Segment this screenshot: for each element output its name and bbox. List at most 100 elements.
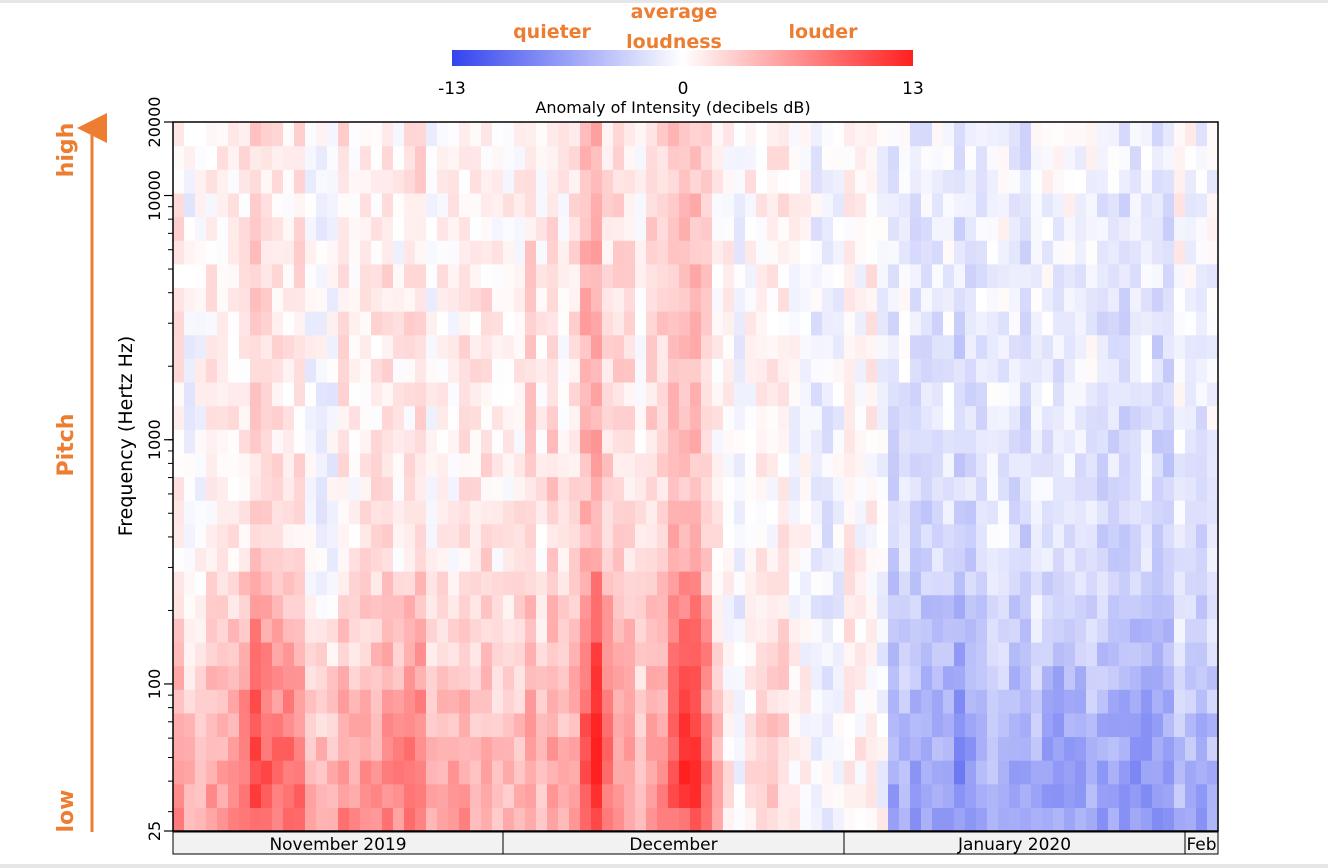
heatmap-cell	[1130, 192, 1142, 218]
heatmap-cell	[888, 500, 900, 525]
heatmap-cell	[745, 429, 757, 454]
heatmap-cell	[261, 358, 273, 383]
heatmap-cell	[778, 145, 790, 170]
heatmap-cell	[690, 476, 702, 501]
heatmap-cell	[1053, 571, 1065, 596]
heatmap-cell	[217, 641, 229, 667]
heatmap-cell	[1141, 689, 1153, 714]
heatmap-cell	[976, 500, 988, 525]
heatmap-cell	[954, 334, 966, 359]
heatmap-cell	[767, 240, 779, 265]
heatmap-cell	[1119, 263, 1131, 289]
heatmap-cell	[591, 594, 603, 619]
heatmap-cell	[921, 429, 933, 454]
heatmap-cell	[1141, 145, 1153, 170]
heatmap-cell	[1174, 500, 1186, 525]
heatmap-cell	[1119, 618, 1131, 643]
heatmap-cell	[855, 594, 867, 619]
heatmap-cell	[976, 547, 988, 572]
heatmap-cell	[283, 807, 295, 832]
colorbar-max-label: 13	[902, 79, 924, 99]
heatmap-cell	[591, 381, 603, 407]
heatmap-cell	[1141, 429, 1153, 454]
heatmap-cell	[1064, 500, 1076, 525]
heatmap-cell	[602, 807, 614, 832]
heatmap-cell	[316, 476, 328, 501]
heatmap-cell	[1130, 334, 1142, 359]
heatmap-cell	[250, 263, 262, 289]
heatmap-cell	[822, 452, 834, 478]
heatmap-cell	[624, 122, 636, 147]
heatmap-cell	[591, 192, 603, 218]
heatmap-cell	[1020, 145, 1032, 170]
heatmap-cell	[470, 783, 482, 808]
heatmap-cell	[723, 618, 735, 643]
heatmap-cell	[800, 429, 812, 454]
heatmap-cell	[954, 476, 966, 501]
heatmap-cell	[382, 263, 394, 289]
heatmap-cell	[1174, 736, 1186, 761]
heatmap-cell	[888, 452, 900, 478]
heatmap-cell	[404, 381, 416, 407]
heatmap-cell	[811, 594, 823, 619]
heatmap-cell	[910, 358, 922, 383]
heatmap-cell	[910, 712, 922, 738]
heatmap-cell	[514, 712, 526, 738]
heatmap-cell	[866, 689, 878, 714]
heatmap-cell	[1086, 476, 1098, 501]
heatmap-cell	[613, 594, 625, 619]
heatmap-cell	[822, 689, 834, 714]
heatmap-cell	[987, 807, 999, 832]
heatmap-cell	[250, 216, 262, 241]
heatmap-cell	[415, 287, 427, 312]
heatmap-cell	[1141, 216, 1153, 241]
heatmap-cell	[855, 452, 867, 478]
heatmap-cell	[228, 216, 240, 241]
heatmap-cell	[481, 334, 493, 359]
heatmap-cell	[932, 145, 944, 170]
heatmap-cell	[613, 689, 625, 714]
heatmap-cell	[217, 311, 229, 336]
heatmap-cell	[657, 736, 669, 761]
heatmap-cell	[195, 381, 207, 407]
heatmap-cell	[998, 523, 1010, 548]
heatmap-cell	[184, 405, 196, 430]
heatmap-cell	[1097, 760, 1109, 785]
heatmap-cell	[426, 665, 438, 690]
heatmap-cell	[404, 807, 416, 832]
month-label: December	[629, 835, 717, 855]
heatmap-cell	[602, 405, 614, 430]
heatmap-cell	[1163, 263, 1175, 289]
heatmap-cell	[668, 452, 680, 478]
heatmap-cell	[932, 381, 944, 407]
heatmap-cell	[173, 452, 185, 478]
heatmap-cell	[415, 263, 427, 289]
heatmap-cell	[1152, 429, 1164, 454]
heatmap-cell	[690, 547, 702, 572]
heatmap-cell	[547, 523, 559, 548]
heatmap-cell	[272, 358, 284, 383]
heatmap-cell	[228, 736, 240, 761]
heatmap-cell	[470, 665, 482, 690]
heatmap-cell	[393, 783, 405, 808]
heatmap-cell	[382, 452, 394, 478]
heatmap-cell	[459, 807, 471, 832]
heatmap-cell	[987, 523, 999, 548]
heatmap-cell	[811, 618, 823, 643]
heatmap-cell	[679, 594, 691, 619]
heatmap-cell	[921, 641, 933, 667]
heatmap-cell	[536, 311, 548, 336]
heatmap-cell	[228, 169, 240, 194]
heatmap-cell	[1031, 807, 1043, 832]
heatmap-cell	[514, 145, 526, 170]
heatmap-cell	[635, 807, 647, 832]
heatmap-cell	[536, 405, 548, 430]
heatmap-cell	[283, 523, 295, 548]
heatmap-cell	[987, 263, 999, 289]
heatmap-cell	[1163, 452, 1175, 478]
heatmap-cell	[305, 523, 317, 548]
heatmap-cell	[855, 476, 867, 501]
heatmap-cell	[899, 807, 911, 832]
heatmap-cell	[1009, 263, 1021, 289]
heatmap-cell	[547, 405, 559, 430]
